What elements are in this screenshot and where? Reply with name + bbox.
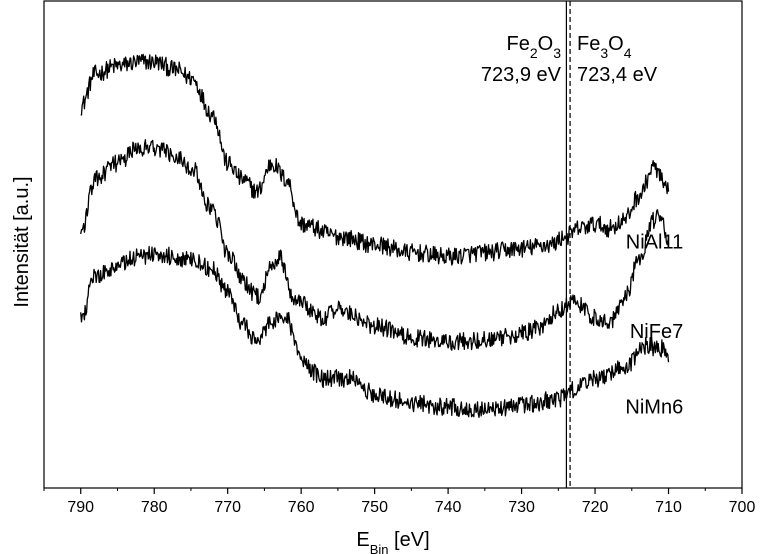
x-tick-label: 780 [141,499,168,516]
x-tick-label: 720 [582,499,609,516]
x-tick-label: 700 [729,499,756,516]
series-line [80,245,670,419]
plot-frame [43,0,743,489]
series-lines [80,53,670,419]
x-tick-label: 730 [508,499,535,516]
series-label: NiAl11 [626,232,683,254]
x-tick-label: 760 [288,499,315,516]
fe2o3-label: Fe2O3 [507,33,562,61]
x-axis-title: EBin [eV] [356,529,429,554]
x-axis-ticks: 790 780 770 760 750 740 730 720 710 700 [43,488,756,516]
reference-lines [565,1,571,488]
fe3o4-label: Fe3O4 [577,33,632,61]
series-labels: NiAl11 NiFe7 NiMn6 [625,232,683,419]
x-tick-label: 750 [361,499,388,516]
fe2o3-energy: 723,9 eV [481,64,562,86]
fe3o4-energy: 723,4 eV [577,64,658,86]
y-axis-title: Intensität [a.u.] [11,176,33,307]
series-label: NiFe7 [630,321,683,343]
x-tick-label: 790 [67,499,94,516]
x-tick-label: 740 [435,499,462,516]
x-tick-label: 770 [214,499,241,516]
series-line [80,139,669,351]
x-tick-label: 710 [655,499,682,516]
series-label: NiMn6 [625,396,683,418]
series-line [80,53,670,266]
